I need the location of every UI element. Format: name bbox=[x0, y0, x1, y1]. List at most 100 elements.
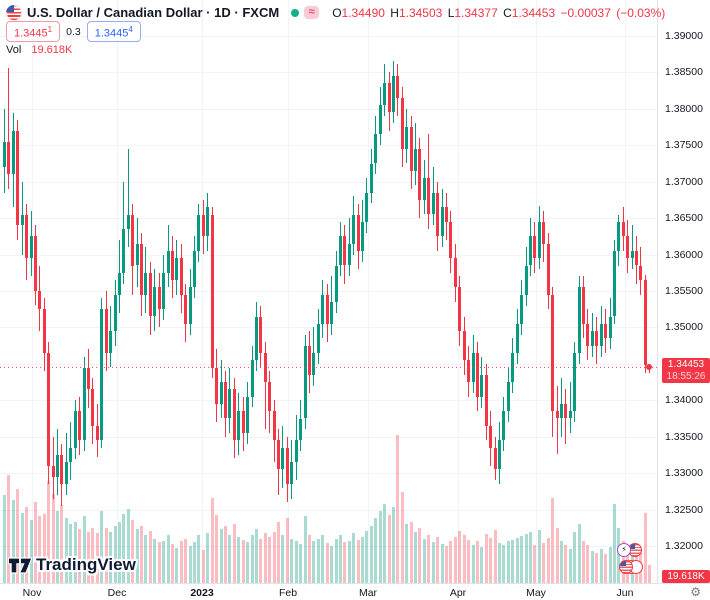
bid-pip-digit: 1 bbox=[47, 24, 53, 34]
volume-bar bbox=[533, 545, 536, 583]
candle-body bbox=[595, 331, 598, 346]
volume-bar bbox=[370, 525, 373, 583]
legend: U.S. Dollar / Canadian Dollar · 1D · FXC… bbox=[6, 3, 667, 56]
vertical-gridline bbox=[368, 0, 369, 583]
candle-body bbox=[109, 331, 112, 353]
candle-body bbox=[401, 97, 404, 149]
candle-body bbox=[489, 425, 492, 448]
volume-bar bbox=[189, 546, 192, 583]
us-flag-badge-icon[interactable] bbox=[619, 560, 633, 574]
volume-bar bbox=[87, 532, 90, 583]
candle-body bbox=[65, 462, 68, 485]
volume-bar bbox=[401, 492, 404, 583]
time-axis-label: Jun bbox=[616, 587, 634, 599]
volume-bar bbox=[335, 538, 338, 583]
volume-bar bbox=[427, 534, 430, 583]
exchange-label: FXCM bbox=[242, 5, 280, 20]
candle-body bbox=[547, 243, 550, 295]
candle-body bbox=[467, 360, 470, 383]
ask-price-button[interactable]: 1.34454 bbox=[86, 20, 141, 43]
volume-bar bbox=[304, 516, 307, 583]
candle-body bbox=[299, 418, 302, 441]
volume-bar bbox=[432, 542, 435, 583]
candle-body bbox=[167, 250, 170, 273]
time-axis[interactable]: ⚙ Nov Dec 2023 Feb Mar Apr May Jun bbox=[0, 583, 710, 600]
candle-body bbox=[507, 382, 510, 412]
volume-bar bbox=[180, 541, 183, 583]
price-axis-label: 1.32000 bbox=[665, 540, 703, 552]
volume-bar bbox=[206, 533, 209, 583]
axis-settings-gear-icon[interactable]: ⚙ bbox=[690, 585, 701, 599]
candle-body bbox=[388, 83, 391, 113]
volume-bar bbox=[38, 516, 41, 583]
last-price-value: 1.34453 bbox=[667, 359, 705, 370]
volume-bar bbox=[136, 529, 139, 583]
candle-body bbox=[131, 214, 134, 266]
symbol-title[interactable]: U.S. Dollar / Canadian Dollar · 1D · FXC… bbox=[27, 5, 279, 20]
symbol-flag-icon[interactable] bbox=[6, 4, 22, 21]
horizontal-gridline bbox=[0, 510, 657, 511]
volume-bar bbox=[498, 543, 501, 583]
market-open-dot-icon[interactable] bbox=[291, 8, 300, 17]
last-price-line bbox=[0, 367, 657, 368]
candle-wick bbox=[557, 385, 558, 455]
volume-bar bbox=[273, 532, 276, 583]
tradingview-watermark[interactable]: TradingView bbox=[8, 555, 136, 575]
volume-bar bbox=[224, 525, 227, 583]
candle-body bbox=[516, 323, 519, 353]
candle-body bbox=[449, 221, 452, 259]
candle-body bbox=[180, 258, 183, 295]
volume-bar bbox=[251, 534, 254, 583]
volume-bar bbox=[158, 542, 161, 583]
volume-bar bbox=[476, 541, 479, 583]
lightning-badge-icon[interactable]: ⚡ bbox=[617, 543, 631, 557]
volume-bar bbox=[144, 534, 147, 583]
candle-wick bbox=[8, 68, 9, 189]
candle-body bbox=[525, 265, 528, 295]
price-axis[interactable]: 1.320001.325001.330001.335001.340001.345… bbox=[657, 0, 710, 583]
candle-body bbox=[427, 178, 430, 215]
volume-bar bbox=[122, 513, 125, 583]
candle-body bbox=[7, 141, 10, 175]
candle-wick bbox=[632, 225, 633, 270]
horizontal-gridline bbox=[0, 473, 657, 474]
candle-body bbox=[423, 178, 426, 200]
vertical-gridline bbox=[202, 0, 203, 583]
candle-body bbox=[573, 352, 576, 412]
candle-body bbox=[202, 214, 205, 237]
volume-bar bbox=[193, 542, 196, 583]
price-axis-label: 1.36500 bbox=[665, 212, 703, 225]
candle-body bbox=[374, 134, 377, 164]
candle-body bbox=[383, 83, 386, 106]
candle-body bbox=[52, 465, 55, 477]
candle-body bbox=[604, 323, 607, 339]
candle-wick bbox=[570, 382, 571, 434]
candle-body bbox=[242, 411, 245, 434]
delayed-data-badge-icon[interactable]: ≈ bbox=[304, 6, 320, 19]
volume-bar bbox=[502, 545, 505, 583]
last-price-label[interactable]: 1.34453 18:55:26 bbox=[662, 358, 710, 383]
volume-bar bbox=[321, 534, 324, 583]
change-percent: (−0.03%) bbox=[616, 5, 666, 20]
candle-body bbox=[233, 389, 236, 441]
volume-bar bbox=[361, 536, 364, 583]
bid-price-button[interactable]: 1.34451 bbox=[6, 20, 61, 43]
volume-bar bbox=[586, 545, 589, 583]
time-axis-label: Feb bbox=[278, 587, 298, 599]
candle-body bbox=[463, 331, 466, 361]
volume-bar bbox=[339, 534, 342, 583]
volume-bar bbox=[547, 537, 550, 583]
horizontal-gridline bbox=[0, 182, 657, 183]
candle-body bbox=[622, 221, 625, 237]
volume-bar bbox=[343, 542, 346, 583]
candle-body bbox=[38, 291, 41, 310]
candle-body bbox=[224, 382, 227, 419]
volume-bar bbox=[25, 507, 28, 583]
candle-body bbox=[251, 360, 254, 397]
volume-bar bbox=[591, 550, 594, 583]
volume-bar bbox=[47, 481, 50, 583]
volume-bar bbox=[578, 523, 581, 583]
volume-bar bbox=[472, 545, 475, 583]
volume-bar bbox=[60, 505, 63, 583]
price-pane[interactable]: TradingView ⚡ bbox=[0, 0, 657, 583]
